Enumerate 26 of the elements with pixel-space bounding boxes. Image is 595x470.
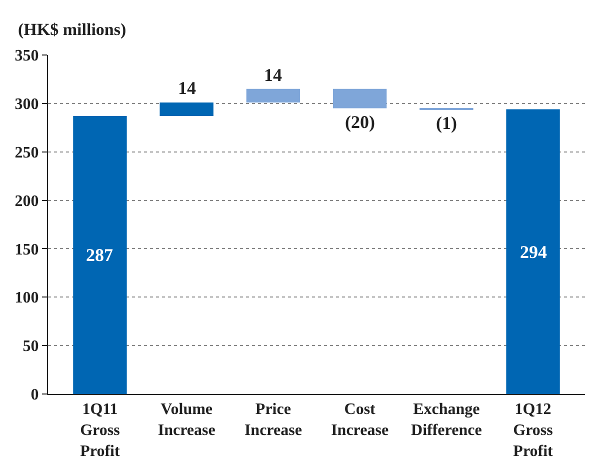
y-tick-label: 350 — [14, 48, 39, 65]
y-tick-label: 300 — [14, 96, 39, 114]
data-label: 287 — [86, 245, 113, 265]
bar — [160, 102, 214, 116]
x-tick-label: Cost Increase — [331, 401, 389, 439]
x-tick-label: 1Q11 Gross Profit — [80, 401, 120, 460]
y-tick-label: 150 — [14, 241, 39, 258]
y-tick-label: 200 — [14, 192, 39, 210]
data-label: 14 — [178, 78, 196, 98]
x-tick-label: Price Increase — [244, 401, 302, 439]
y-tick-label: 50 — [22, 338, 39, 356]
x-tick-label: Volume Increase — [158, 401, 216, 439]
data-label: 14 — [264, 65, 282, 85]
bar — [506, 109, 560, 394]
y-axis-title: (HK$ millions) — [18, 20, 126, 39]
y-tick-label: 100 — [14, 290, 39, 307]
y-tick-label: 0 — [30, 386, 39, 404]
bar — [246, 88, 300, 102]
x-tick-label: 1Q12 Gross Profit — [513, 401, 554, 460]
data-label: 294 — [520, 242, 547, 262]
x-tick-label: Exchange Difference — [411, 401, 482, 439]
data-label: (1) — [436, 113, 457, 133]
bar — [73, 116, 127, 394]
y-tick-label: 250 — [14, 144, 39, 162]
data-label: (20) — [345, 112, 375, 132]
bar — [332, 88, 387, 108]
